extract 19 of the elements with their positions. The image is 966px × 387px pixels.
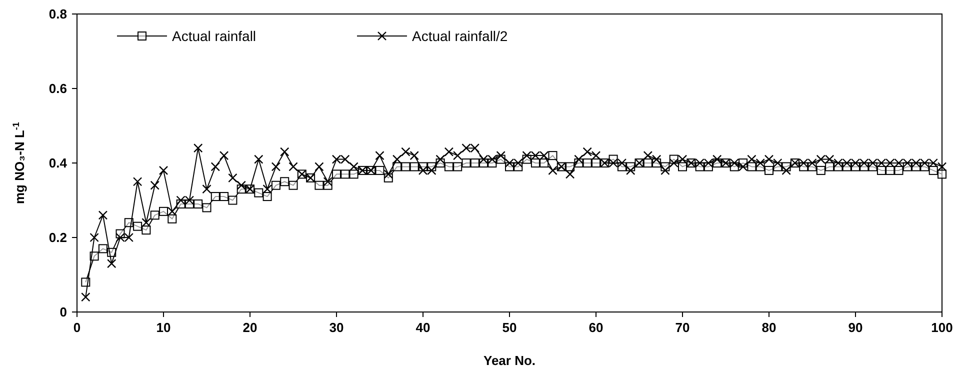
x-tick-label: 70 — [675, 320, 690, 335]
x-axis-title: Year No. — [483, 353, 536, 368]
legend-label: Actual rainfall/2 — [412, 28, 508, 44]
legend-label: Actual rainfall — [172, 28, 256, 44]
y-tick-label: 0.8 — [48, 6, 67, 22]
x-tick-label: 30 — [329, 320, 344, 335]
y-tick-label: 0.2 — [48, 230, 67, 245]
x-tick-label: 80 — [762, 320, 776, 335]
x-tick-label: 40 — [416, 320, 430, 335]
x-tick-label: 100 — [931, 320, 953, 335]
x-tick-label: 60 — [588, 320, 604, 335]
x-tick-label: 50 — [502, 320, 517, 335]
x-tick-label: 90 — [848, 320, 863, 335]
y-tick-label: 0.4 — [48, 156, 68, 170]
x-tick-label: 0 — [73, 320, 81, 335]
x-tick-label: 20 — [242, 320, 258, 335]
y-tick-label: 0 — [60, 304, 67, 320]
x-tick-label: 10 — [156, 320, 171, 335]
y-tick-label: 0.6 — [48, 81, 67, 96]
